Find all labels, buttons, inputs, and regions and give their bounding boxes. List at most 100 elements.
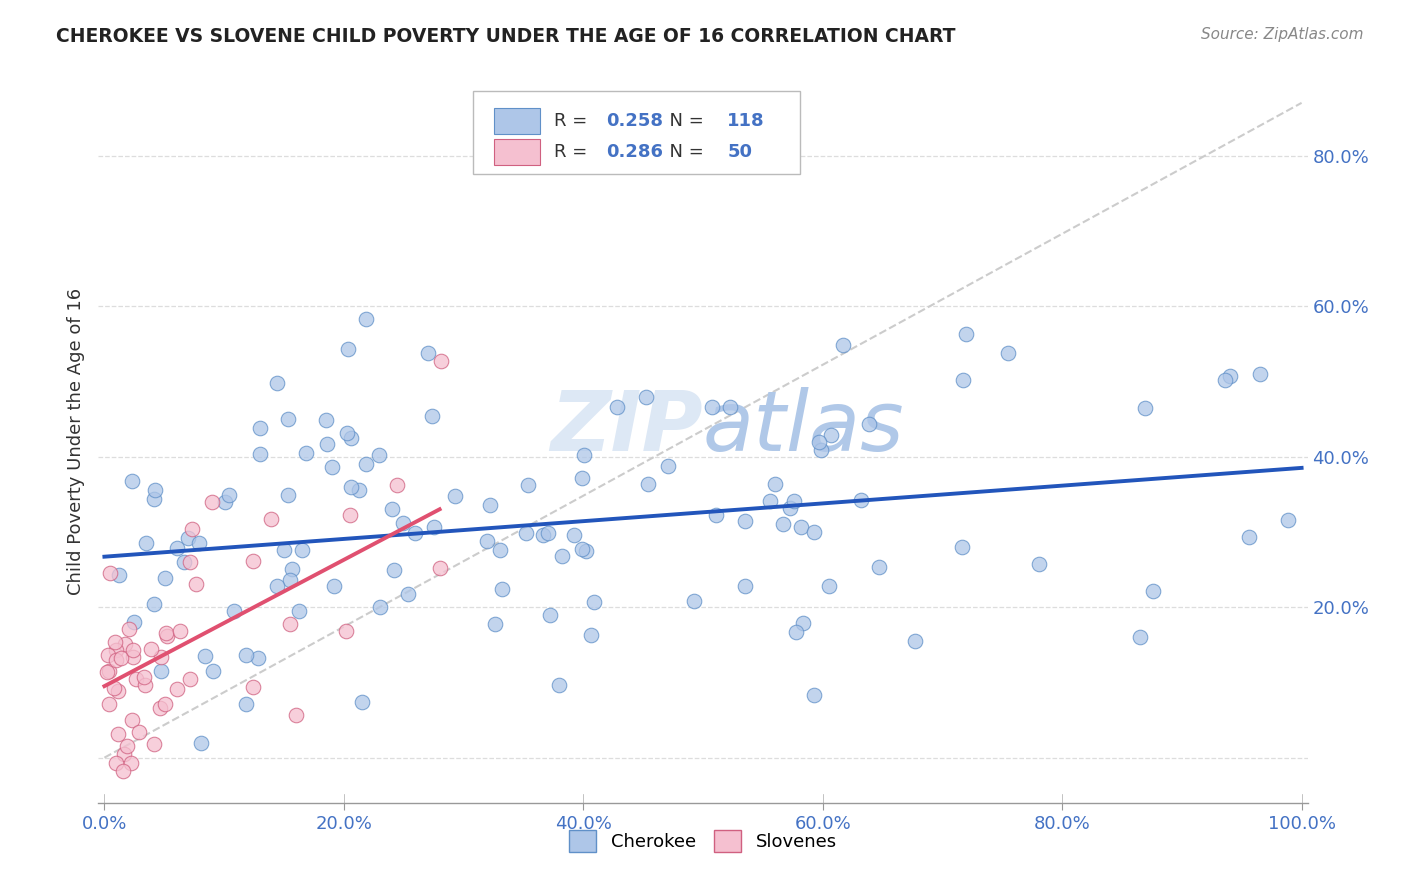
Point	[249, 421, 271, 435]
Point	[128, 724, 150, 739]
Point	[266, 376, 288, 391]
Point	[575, 544, 598, 558]
Point	[214, 494, 236, 508]
Point	[904, 634, 927, 648]
Point	[118, 622, 141, 636]
Point	[194, 649, 217, 664]
Point	[247, 651, 270, 665]
Point	[759, 494, 782, 508]
Point	[235, 697, 257, 711]
Point	[538, 607, 561, 622]
Point	[1249, 367, 1271, 381]
Point	[849, 493, 872, 508]
Point	[790, 519, 813, 533]
Point	[242, 554, 264, 568]
Point	[166, 682, 188, 697]
Point	[114, 637, 136, 651]
Text: 0.258: 0.258	[606, 112, 664, 130]
Point	[201, 495, 224, 509]
Point	[143, 737, 166, 751]
Point	[820, 428, 842, 442]
Point	[121, 475, 143, 489]
Point	[491, 582, 513, 596]
Point	[347, 483, 370, 497]
Point	[718, 400, 741, 414]
Point	[385, 477, 408, 491]
Point	[429, 354, 451, 368]
Point	[422, 409, 444, 423]
Point	[606, 400, 628, 414]
Point	[763, 477, 786, 491]
Point	[222, 604, 245, 618]
Point	[104, 756, 127, 770]
Point	[382, 563, 405, 577]
Legend: Cherokee, Slovenes: Cherokee, Slovenes	[562, 822, 844, 859]
Point	[104, 653, 127, 667]
Point	[704, 508, 727, 522]
Text: N =: N =	[658, 143, 710, 161]
Point	[354, 312, 377, 326]
Point	[122, 649, 145, 664]
Point	[125, 672, 148, 686]
Point	[97, 648, 120, 662]
Point	[583, 595, 606, 609]
Point	[808, 435, 831, 450]
Point	[803, 688, 825, 702]
Point	[340, 431, 363, 445]
Text: R =: R =	[554, 143, 593, 161]
Point	[97, 697, 120, 711]
Point	[323, 579, 346, 593]
Point	[429, 560, 451, 574]
Point	[517, 478, 540, 492]
Point	[1133, 401, 1156, 416]
Point	[277, 488, 299, 502]
Point	[579, 628, 602, 642]
Point	[700, 400, 723, 414]
Point	[423, 520, 446, 534]
Point	[288, 604, 311, 618]
Point	[1213, 373, 1236, 387]
Point	[121, 713, 143, 727]
Point	[817, 579, 839, 593]
Text: 0.286: 0.286	[606, 143, 664, 161]
Point	[734, 579, 756, 593]
Point	[177, 531, 200, 545]
Point	[785, 624, 807, 639]
Point	[868, 560, 890, 574]
Point	[179, 556, 201, 570]
Text: ZIP: ZIP	[550, 386, 703, 467]
Text: N =: N =	[658, 112, 710, 130]
Point	[779, 500, 801, 515]
Point	[179, 672, 201, 686]
Point	[562, 528, 585, 542]
Point	[396, 586, 419, 600]
Point	[278, 617, 301, 632]
Point	[218, 488, 240, 502]
Point	[291, 543, 314, 558]
Point	[132, 670, 155, 684]
Point	[952, 373, 974, 387]
Point	[155, 629, 177, 643]
Point	[368, 600, 391, 615]
Point	[98, 566, 121, 581]
Point	[104, 642, 127, 657]
Point	[955, 327, 977, 342]
Point	[142, 597, 165, 611]
Point	[190, 735, 212, 749]
Point	[734, 514, 756, 528]
Point	[107, 684, 129, 698]
Point	[259, 511, 281, 525]
Point	[277, 412, 299, 426]
Point	[135, 536, 157, 550]
Point	[683, 594, 706, 608]
Point	[242, 680, 264, 694]
Point	[273, 543, 295, 558]
Point	[266, 578, 288, 592]
Point	[169, 624, 191, 638]
Point	[531, 527, 554, 541]
Point	[339, 508, 361, 523]
Point	[637, 477, 659, 491]
Point	[418, 346, 440, 360]
Point	[181, 522, 204, 536]
Point	[115, 739, 138, 754]
